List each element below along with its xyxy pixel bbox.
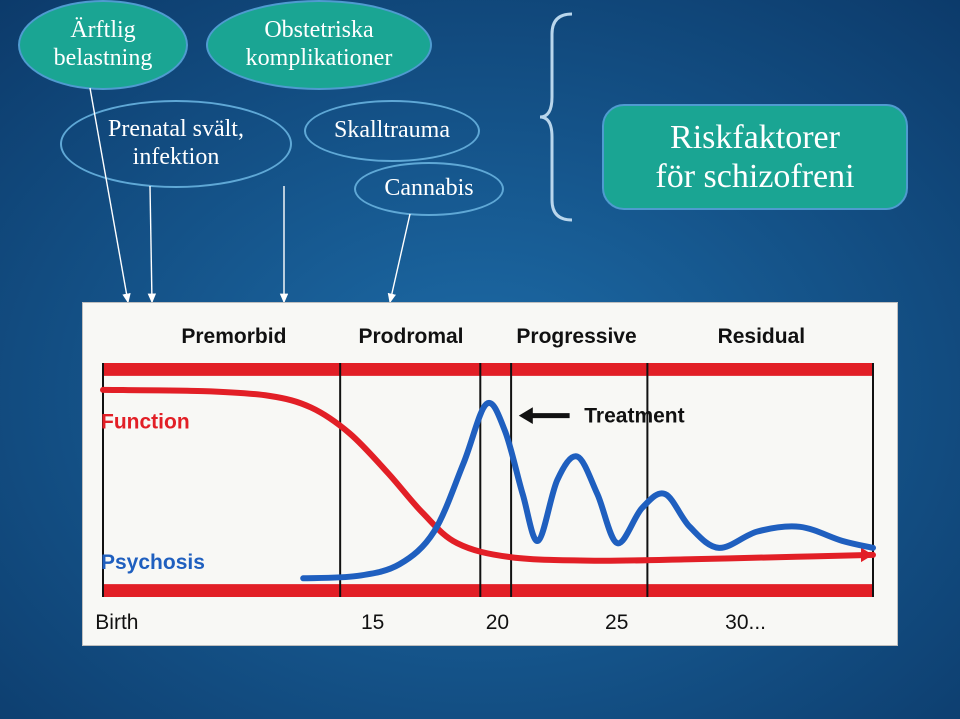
svg-text:Premorbid: Premorbid [181,325,286,348]
svg-text:20: 20 [486,611,509,634]
chart-svg: Premorbid Prodromal Progressive Residual Fun… [83,303,897,645]
svg-text:Psychosis: Psychosis [101,551,205,574]
svg-text:Treatment: Treatment [584,405,684,428]
svg-text:Function: Function [101,411,190,434]
svg-text:15: 15 [361,611,384,634]
chart-container: Premorbid Prodromal Progressive Residual Fun… [82,302,898,646]
svg-text:Birth: Birth [95,611,138,634]
brace-icon [540,14,572,220]
svg-text:Progressive: Progressive [516,325,636,348]
slide-root: Ärftlig belastning Obstetriska komplikat… [0,0,960,719]
svg-text:Prodromal: Prodromal [358,325,463,348]
svg-text:25: 25 [605,611,628,634]
svg-text:30...: 30... [725,611,766,634]
arrows-group [90,88,410,302]
svg-text:Residual: Residual [718,325,806,348]
